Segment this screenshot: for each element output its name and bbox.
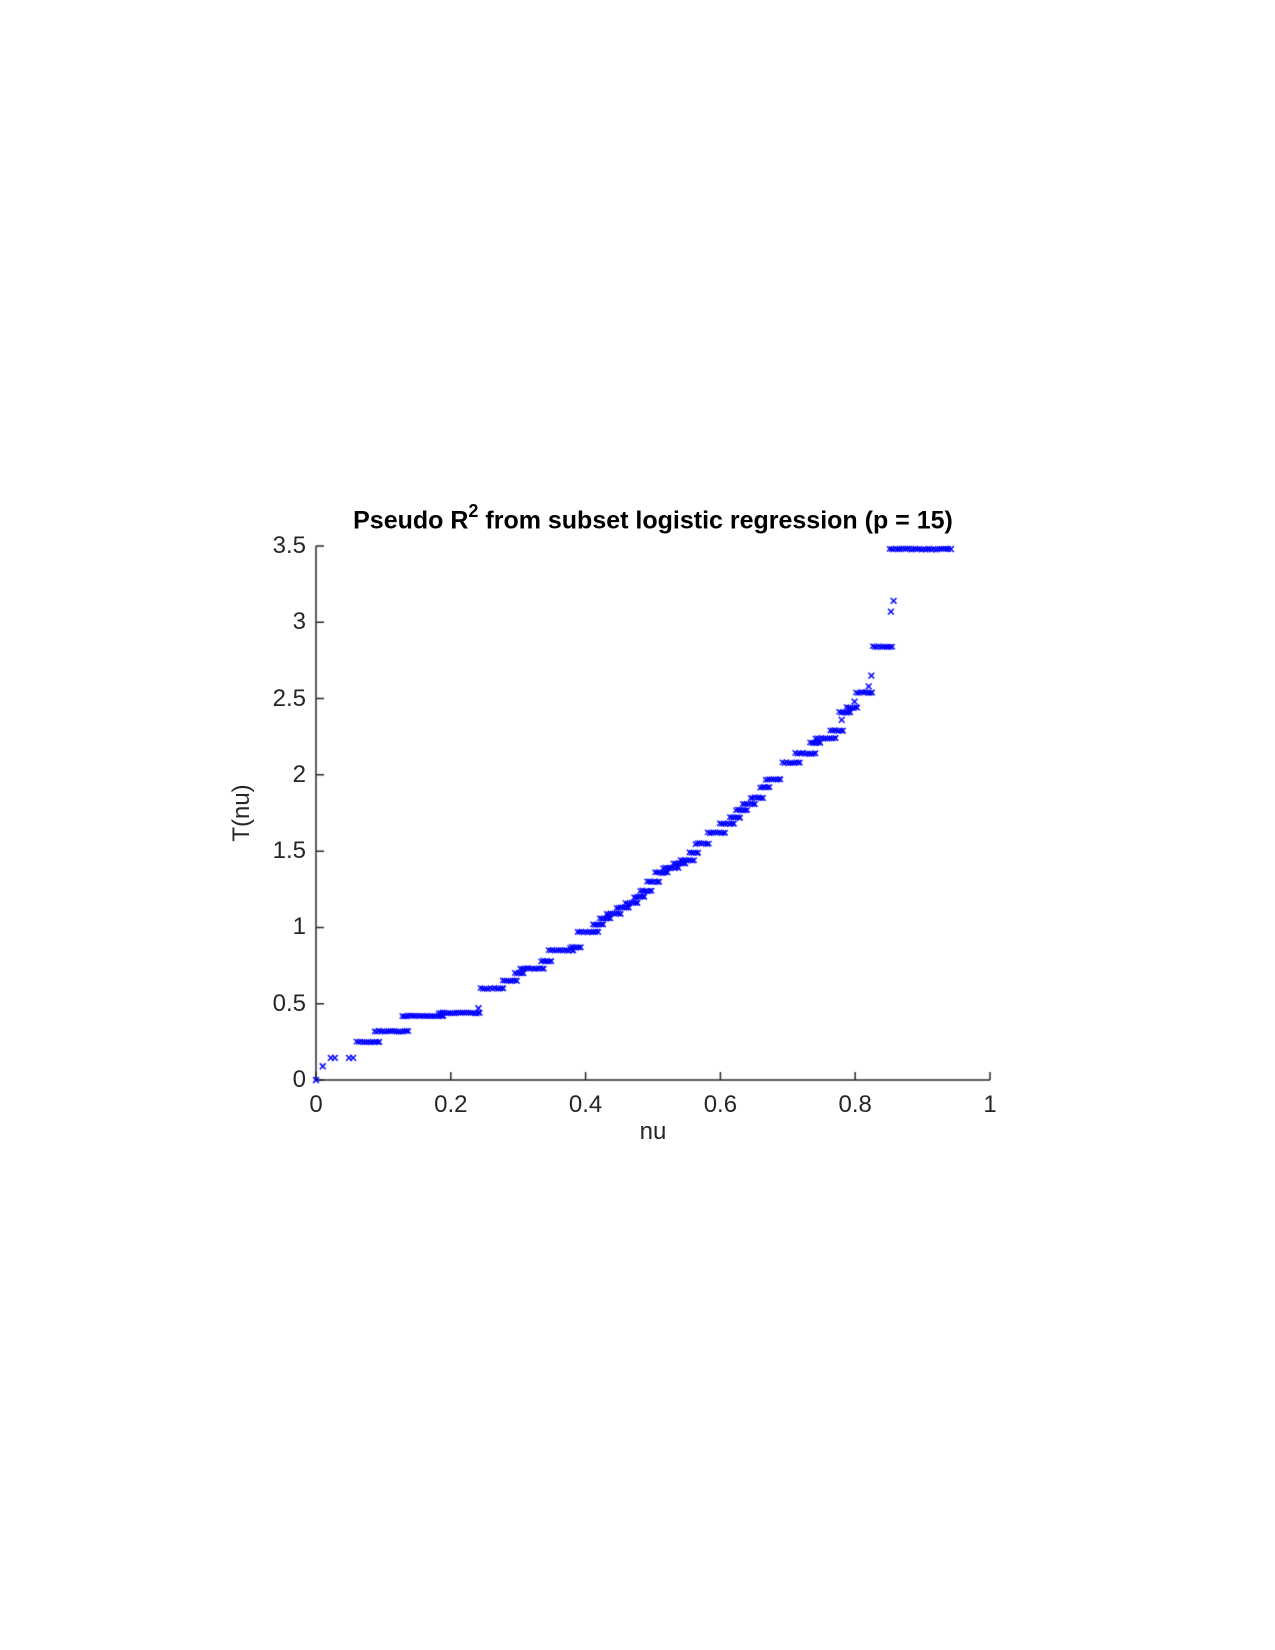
- x-tick-label: 0.2: [411, 1091, 491, 1119]
- x-tick-label: 0.6: [680, 1091, 760, 1119]
- y-tick-label: 2.5: [166, 685, 306, 713]
- x-tick-label: 0.4: [546, 1091, 626, 1119]
- y-tick-label: 3.5: [166, 532, 306, 560]
- y-tick-label: 0: [166, 1066, 306, 1094]
- x-axis-label: nu: [316, 1118, 990, 1146]
- y-tick-label: 2: [166, 761, 306, 789]
- x-tick-label: 0.8: [815, 1091, 895, 1119]
- x-tick-label: 0: [276, 1091, 356, 1119]
- y-tick-label: 0.5: [166, 990, 306, 1018]
- y-tick-label: 1: [166, 913, 306, 941]
- y-tick-label: 3: [166, 608, 306, 636]
- y-axis-label: T(nu): [227, 713, 257, 913]
- chart-title: Pseudo R2 from subset logistic regressio…: [316, 503, 990, 535]
- chart-canvas: [0, 0, 1275, 1650]
- chart-title-prefix: Pseudo R: [353, 506, 468, 534]
- figure: Pseudo R2 from subset logistic regressio…: [0, 0, 1275, 1650]
- x-tick-label: 1: [950, 1091, 1030, 1119]
- y-tick-label: 1.5: [166, 837, 306, 865]
- chart-title-suffix: from subset logistic regression (p = 15): [478, 506, 952, 534]
- chart-title-superscript: 2: [468, 501, 478, 521]
